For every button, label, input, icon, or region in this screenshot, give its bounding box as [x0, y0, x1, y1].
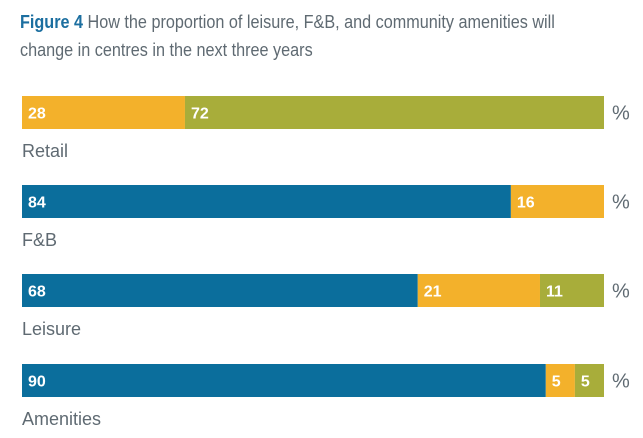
category-label-f-b: F&B [22, 230, 57, 250]
bar-segment-leisure-0 [22, 274, 418, 307]
bar-segment-f-b-1 [510, 185, 604, 218]
bar-segment-leisure-2 [539, 274, 604, 307]
bar-segment-amenities-0 [22, 364, 546, 397]
data-label-retail-1: 28 [28, 106, 46, 123]
data-label-leisure-1: 21 [424, 284, 442, 301]
data-label-amenities-1: 5 [552, 374, 561, 391]
data-label-leisure-2: 11 [546, 284, 563, 301]
data-label-f-b-1: 16 [517, 195, 535, 212]
bar-segment-amenities-1 [545, 364, 575, 397]
bar-segment-retail-2 [184, 96, 604, 129]
unit-label-amenities: % [612, 371, 630, 393]
category-label-retail: Retail [22, 141, 68, 161]
data-label-f-b-0: 84 [28, 195, 46, 212]
category-label-leisure: Leisure [22, 319, 81, 339]
bar-segment-leisure-1 [417, 274, 540, 307]
category-label-amenities: Amenities [22, 409, 101, 429]
data-label-retail-2: 72 [191, 106, 209, 123]
bar-segment-f-b-0 [22, 185, 511, 218]
data-label-amenities-2: 5 [581, 374, 590, 391]
title-text: How the proportion of leisure, F&B, and … [20, 12, 555, 60]
unit-label-f-b: % [612, 192, 630, 214]
bar-segment-amenities-2 [574, 364, 604, 397]
chart-title: Figure 4 How the proportion of leisure, … [20, 8, 578, 64]
figure-label: Figure 4 [20, 12, 84, 32]
unit-label-leisure: % [612, 281, 630, 303]
data-label-leisure-0: 68 [28, 284, 46, 301]
data-label-amenities-0: 90 [28, 374, 46, 391]
bar-segment-retail-1 [22, 96, 185, 129]
unit-label-retail: % [612, 103, 630, 125]
